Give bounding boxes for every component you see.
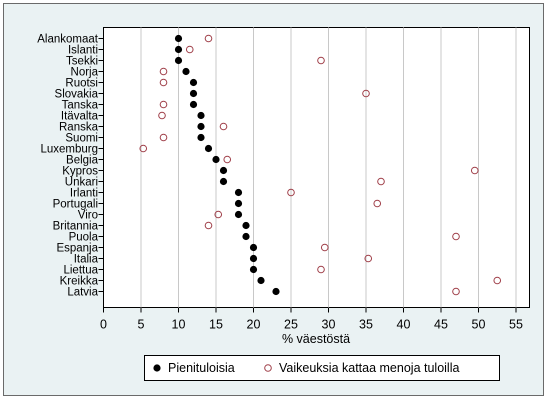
point-filled — [242, 221, 250, 230]
category-label: Belgia — [66, 155, 99, 167]
category-label: Unkari — [65, 177, 98, 189]
legend-marker-hollow — [264, 364, 272, 372]
point-filled — [174, 34, 183, 43]
point-filled — [249, 254, 258, 263]
point-hollow — [204, 34, 213, 43]
x-axis-ticks: 0 5 10 15 20 25 30 35 40 45 50 55 — [100, 307, 523, 332]
point-hollow — [362, 89, 370, 98]
point-hollow — [373, 199, 382, 208]
legend-box — [144, 355, 500, 381]
category-label: Norja — [71, 67, 99, 79]
legend-label-series-1: Pienituloisia — [168, 361, 235, 375]
category-label: Latvia — [67, 287, 98, 299]
point-filled — [249, 243, 258, 252]
point-hollow — [158, 111, 166, 120]
x-tick-label: 15 — [209, 318, 223, 332]
point-hollow — [493, 276, 502, 285]
category-labels: AlankomaatIslantiTsekkiNorjaRuotsiSlovak… — [37, 34, 104, 299]
point-hollow — [452, 287, 460, 296]
x-tick-label: 5 — [138, 318, 145, 332]
category-label: Tanska — [62, 100, 99, 112]
x-tick-label: 20 — [247, 318, 261, 332]
category-label: Kypros — [62, 166, 98, 178]
category-label: Ranska — [59, 122, 99, 134]
point-hollow — [159, 67, 168, 76]
category-label: Irlanti — [70, 188, 98, 200]
point-hollow — [223, 155, 232, 164]
point-filled — [189, 89, 198, 98]
x-tick-label: 40 — [397, 318, 411, 332]
category-label: Itävalta — [61, 111, 99, 123]
point-filled — [204, 144, 213, 153]
category-label: Suomi — [65, 133, 98, 145]
plot-area — [103, 27, 530, 308]
point-hollow — [159, 133, 168, 142]
x-tick-label: 55 — [509, 318, 523, 332]
point-hollow — [219, 122, 228, 131]
legend-marker-filled — [153, 364, 161, 372]
category-label: Kreikka — [60, 276, 99, 288]
point-hollow — [364, 254, 373, 263]
x-tick-label: 45 — [434, 318, 448, 332]
point-filled — [272, 287, 280, 296]
point-filled — [174, 45, 183, 54]
x-tick-label: 50 — [472, 318, 486, 332]
x-tick-label: 35 — [359, 318, 373, 332]
legend-label-series-2: Vaikeuksia kattaa menoja tuloilla — [279, 361, 459, 375]
category-label: Puola — [69, 232, 99, 244]
category-label: Luxemburg — [40, 144, 98, 156]
point-hollow — [317, 265, 325, 274]
point-hollow — [185, 45, 194, 54]
legend: Pienituloisia Vaikeuksia kattaa menoja t… — [144, 355, 500, 381]
category-label: Britannia — [53, 221, 99, 233]
point-filled — [249, 265, 258, 274]
point-filled — [197, 122, 205, 131]
point-filled — [257, 276, 265, 285]
x-tick-label: 30 — [322, 318, 336, 332]
point-filled — [182, 67, 190, 76]
point-filled — [174, 56, 183, 65]
x-tick-label: 10 — [172, 318, 186, 332]
category-label: Portugali — [53, 199, 98, 211]
data-points — [139, 34, 502, 296]
x-axis-title: % väestöstä — [282, 332, 350, 346]
point-hollow — [139, 144, 148, 153]
category-label: Espanja — [56, 243, 98, 255]
category-label: Italia — [74, 254, 99, 266]
point-hollow — [287, 188, 295, 197]
point-filled — [197, 133, 205, 142]
point-hollow — [204, 221, 213, 230]
point-filled — [189, 78, 198, 87]
point-filled — [219, 177, 228, 186]
x-tick-label: 0 — [100, 318, 107, 332]
point-hollow — [159, 78, 168, 87]
category-label: Liettua — [63, 265, 98, 277]
point-hollow — [159, 100, 168, 109]
point-filled — [234, 188, 243, 197]
point-filled — [197, 111, 205, 120]
point-filled — [242, 232, 250, 241]
point-filled — [212, 155, 220, 164]
point-hollow — [317, 56, 325, 65]
point-hollow — [320, 243, 329, 252]
category-label: Alankomaat — [37, 34, 99, 46]
point-hollow — [452, 232, 460, 241]
point-hollow — [214, 210, 223, 219]
category-label: Tsekki — [66, 56, 98, 68]
category-label: Ruotsi — [65, 78, 98, 90]
point-filled — [234, 199, 243, 208]
category-label: Slovakia — [55, 89, 99, 101]
category-label: Islanti — [68, 45, 98, 57]
point-hollow — [377, 177, 385, 186]
category-label: Viro — [78, 210, 98, 222]
point-hollow — [470, 166, 479, 175]
x-tick-label: 25 — [284, 318, 298, 332]
point-filled — [219, 166, 228, 175]
point-filled — [189, 100, 198, 109]
point-filled — [234, 210, 243, 219]
